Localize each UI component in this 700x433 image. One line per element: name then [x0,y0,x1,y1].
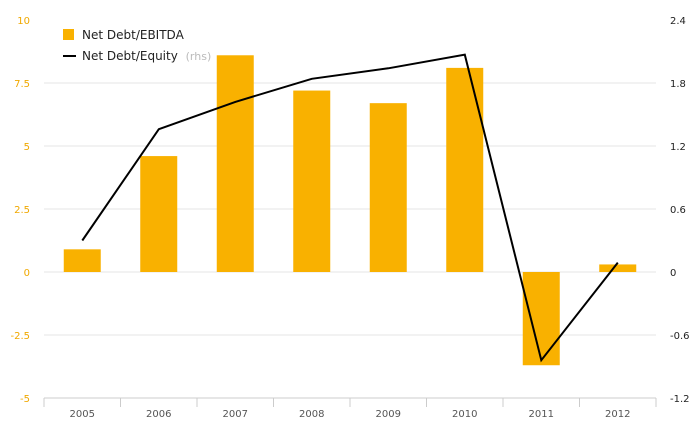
left-tick-label: 5 [24,142,30,153]
x-tick-label: 2007 [223,409,248,420]
x-tick-label: 2005 [70,409,95,420]
bar [140,156,178,272]
bar [369,103,407,272]
legend-label-line-suffix: (rhs) [186,50,212,63]
left-tick-label: -5 [20,394,30,405]
left-tick-label: 7.5 [14,79,30,90]
bar [599,264,637,272]
legend-label-line: Net Debt/Equity (rhs) [82,49,211,63]
right-tick-label: 1.2 [670,142,686,153]
bar [293,90,331,272]
legend-label-line-name: Net Debt/Equity [82,49,178,63]
series-line [81,53,619,363]
left-tick-label: 2.5 [14,205,30,216]
left-tick-label: 10 [17,16,30,27]
right-tick-label: -1.2 [670,394,690,405]
right-tick-label: -0.6 [670,331,690,342]
gridlines [44,82,656,336]
right-tick-label: 2.4 [670,16,686,27]
bar [446,67,484,272]
right-tick-label: 1.8 [670,79,686,90]
bar [216,55,254,272]
legend-label-bar: Net Debt/EBITDA [82,28,185,42]
left-axis-ticks: 10 7.5 5 2.5 0 -2.5 -5 [10,16,30,405]
bar [522,272,560,366]
x-tick-label: 2011 [529,409,554,420]
x-tick-label: 2009 [376,409,401,420]
legend: Net Debt/EBITDA Net Debt/Equity (rhs) [63,28,211,63]
left-tick-label: 0 [24,268,30,279]
x-tick-label: 2012 [605,409,630,420]
x-tick-label: 2006 [146,409,171,420]
bar [63,249,101,272]
left-tick-label: -2.5 [10,331,30,342]
right-axis-ticks: 2.4 1.8 1.2 0.6 0 -0.6 -1.2 [670,16,690,405]
x-tick-label: 2008 [299,409,324,420]
right-tick-label: 0.6 [670,205,686,216]
x-axis: 2005 2006 2007 2008 2009 2010 2011 2012 [43,397,657,420]
bar-series [63,55,637,366]
x-tick-label: 2010 [452,409,477,420]
line-series [81,53,619,363]
legend-swatch-bar [63,29,74,40]
right-tick-label: 0 [670,268,676,279]
